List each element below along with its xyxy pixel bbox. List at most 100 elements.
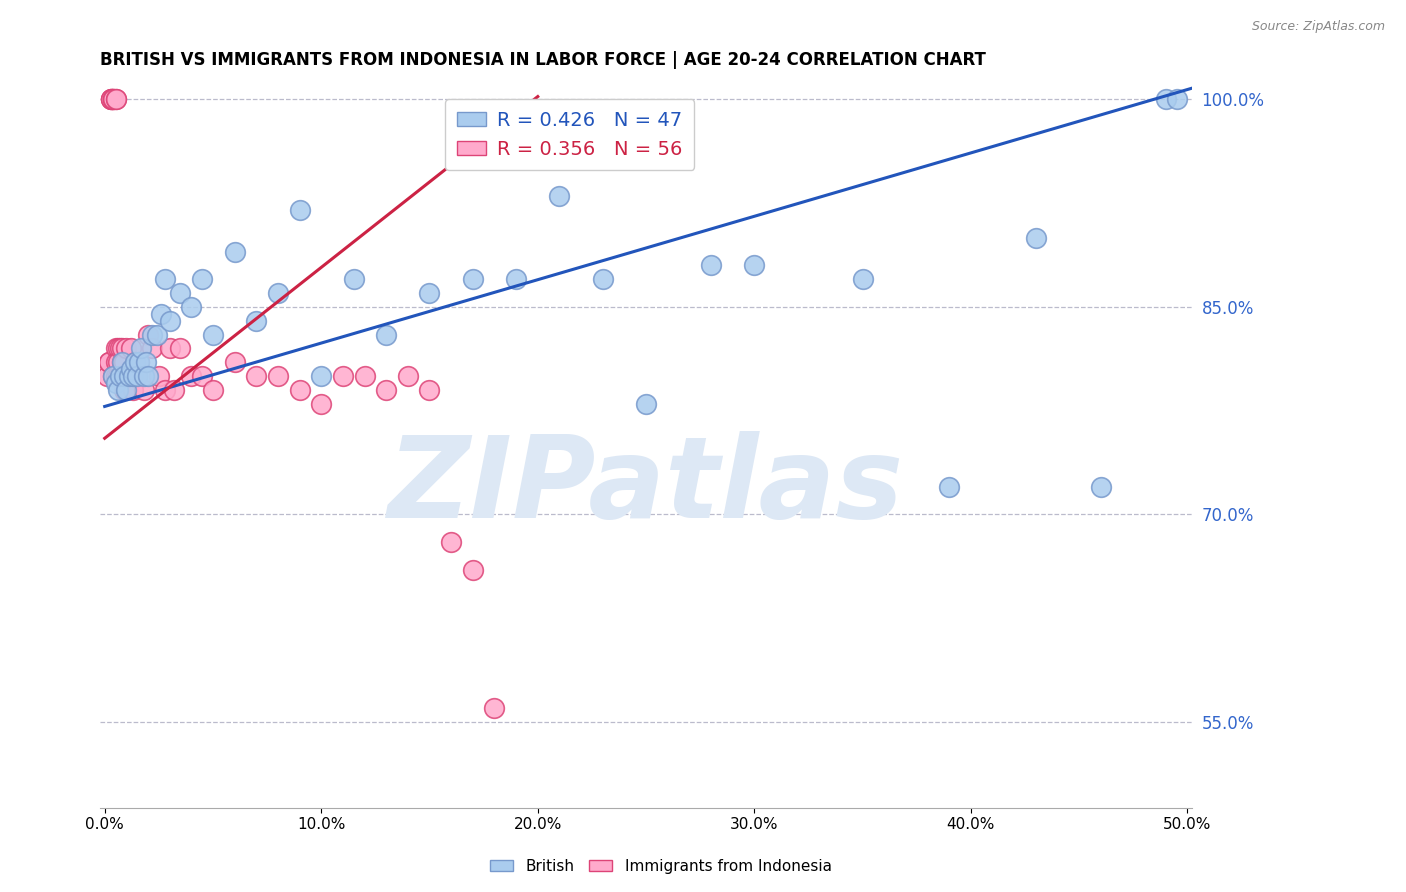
Point [155,272,177,286]
Point [98,355,121,369]
Point [104,369,127,384]
Point [112,383,135,397]
Point [111,355,134,369]
Point [180,369,202,384]
Point [104,342,127,356]
Legend: R = 0.426   N = 47, R = 0.356   N = 56: R = 0.426 N = 47, R = 0.356 N = 56 [444,99,695,170]
Point [124,355,146,369]
Point [104,376,127,390]
Point [191,369,214,384]
Point [505,272,527,286]
Point [1025,230,1047,244]
Point [461,563,484,577]
Point [180,300,202,314]
Point [634,397,657,411]
Point [108,369,131,384]
Legend: British, Immigrants from Indonesia: British, Immigrants from Indonesia [484,853,838,880]
Point [135,355,157,369]
Point [159,342,181,356]
Point [201,383,224,397]
Point [852,272,875,286]
Point [127,369,149,384]
Point [245,369,267,384]
Point [103,369,125,384]
Point [98,355,121,369]
Point [96,369,118,384]
Point [163,383,186,397]
Text: BRITISH VS IMMIGRANTS FROM INDONESIA IN LABOR FORCE | AGE 20-24 CORRELATION CHAR: BRITISH VS IMMIGRANTS FROM INDONESIA IN … [100,51,986,69]
Point [224,244,246,259]
Point [267,369,290,384]
Point [104,92,127,106]
Point [115,342,138,356]
Point [592,272,614,286]
Point [1090,480,1112,494]
Point [128,355,150,369]
Point [155,383,177,397]
Point [309,397,332,411]
Point [461,272,484,286]
Text: ZIPatlas: ZIPatlas [388,432,904,542]
Point [100,92,122,106]
Point [343,272,366,286]
Point [267,285,290,300]
Point [1166,92,1188,106]
Point [742,258,765,272]
Point [1154,92,1177,106]
Point [127,369,149,384]
Point [484,701,506,715]
Point [288,383,311,397]
Point [103,92,125,106]
Point [201,327,224,342]
Point [245,314,267,328]
Point [120,362,142,376]
Point [124,355,146,369]
Point [332,369,354,384]
Point [103,369,125,384]
Text: Source: ZipAtlas.com: Source: ZipAtlas.com [1251,20,1385,33]
Point [131,342,153,356]
Point [700,258,723,272]
Point [107,369,129,384]
Point [115,369,138,384]
Point [309,369,332,384]
Point [107,342,129,356]
Point [132,383,155,397]
Point [159,314,181,328]
Point [141,342,163,356]
Point [103,92,125,106]
Point [120,342,142,356]
Point [104,355,127,369]
Point [375,327,398,342]
Point [375,383,398,397]
Point [548,189,571,203]
Point [136,327,159,342]
Point [938,480,960,494]
Point [108,342,131,356]
Point [104,92,127,106]
Point [128,355,150,369]
Point [107,383,129,397]
Point [103,92,125,106]
Point [418,285,440,300]
Point [107,355,129,369]
Point [111,355,134,369]
Point [418,383,440,397]
Point [141,327,163,342]
Point [145,327,167,342]
Point [440,535,463,549]
Point [112,355,135,369]
Point [117,369,139,384]
Point [169,342,191,356]
Point [117,369,139,384]
Point [121,383,143,397]
Point [112,369,135,384]
Point [148,369,170,384]
Point [108,369,131,384]
Point [115,383,138,397]
Point [288,202,311,217]
Point [353,369,375,384]
Point [132,369,155,384]
Point [224,355,246,369]
Point [149,307,172,321]
